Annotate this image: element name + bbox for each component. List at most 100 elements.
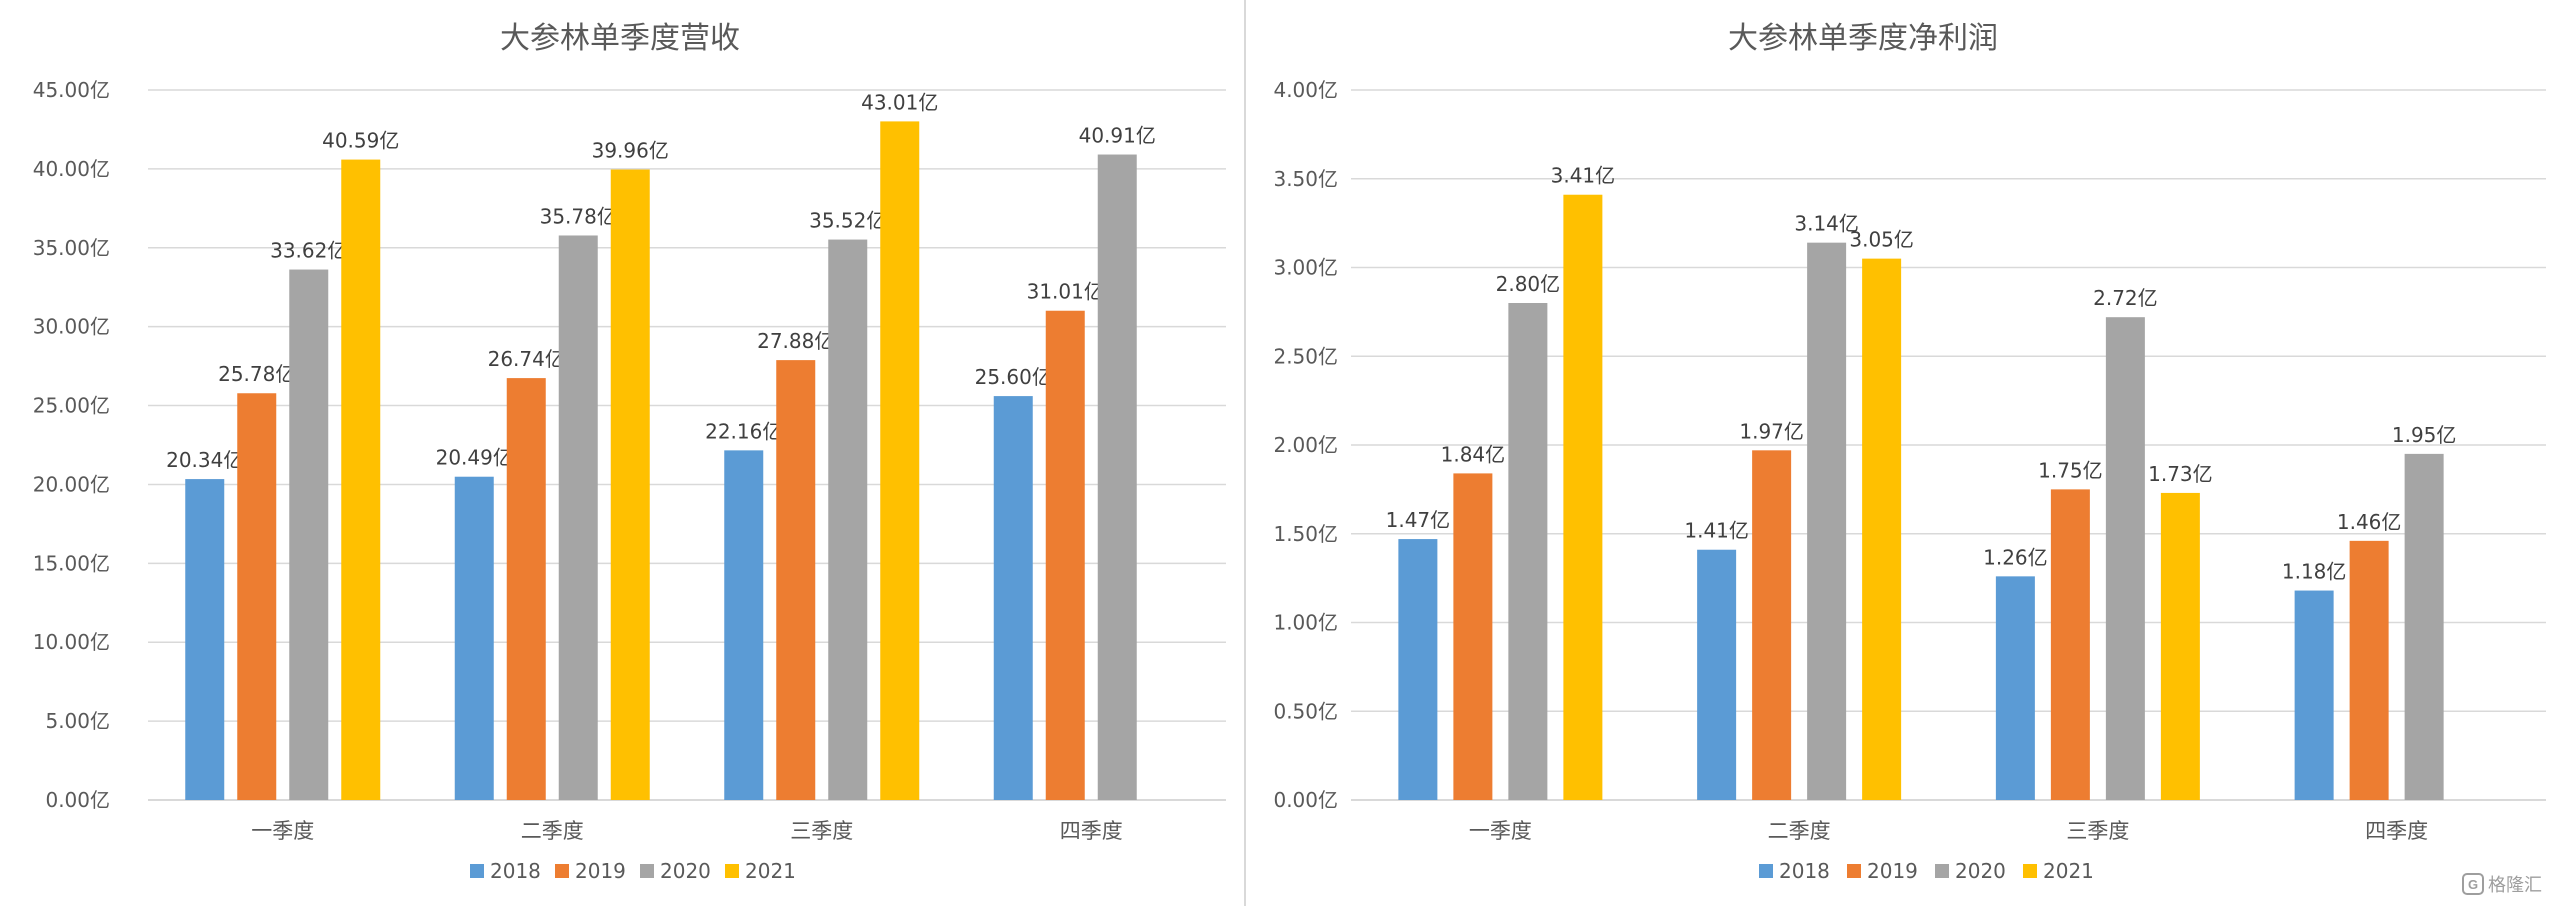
legend-label-2021: 2021 bbox=[2043, 859, 2094, 883]
data-label: 33.62亿 bbox=[270, 239, 347, 263]
watermark: G 格隆汇 bbox=[2462, 870, 2546, 898]
bar-2019-1 bbox=[1453, 473, 1493, 800]
data-label: 35.52亿 bbox=[809, 209, 886, 233]
y-tick-label: 1.50亿 bbox=[1273, 522, 1338, 546]
legend-swatch-2018 bbox=[470, 864, 484, 878]
data-label: 1.95亿 bbox=[2392, 423, 2457, 447]
legend-swatch-2018 bbox=[1759, 864, 1773, 878]
chart-title: 大参林单季度营收 bbox=[500, 21, 740, 56]
data-label: 22.16亿 bbox=[705, 419, 782, 443]
data-label: 3.41亿 bbox=[1551, 164, 1616, 188]
y-tick-label: 4.00亿 bbox=[1273, 78, 1338, 102]
data-label: 35.78亿 bbox=[540, 204, 617, 228]
y-tick-label: 35.00亿 bbox=[33, 236, 110, 260]
data-label: 26.74亿 bbox=[488, 347, 565, 371]
y-tick-label: 0.00亿 bbox=[1273, 788, 1338, 812]
bar-2018-2 bbox=[1697, 549, 1737, 800]
data-label: 39.96亿 bbox=[592, 139, 669, 163]
data-label: 1.97亿 bbox=[1739, 419, 1804, 443]
data-label: 1.41亿 bbox=[1684, 519, 1749, 543]
gelonghui-logo-icon: G bbox=[2462, 873, 2484, 895]
data-label: 2.72亿 bbox=[2093, 286, 2158, 310]
legend-label-2020: 2020 bbox=[660, 859, 711, 883]
y-tick-label: 25.00亿 bbox=[33, 394, 110, 418]
bar-2020-4 bbox=[2404, 453, 2444, 800]
legend-label-2018: 2018 bbox=[1779, 859, 1830, 883]
bar-2020-3 bbox=[2105, 317, 2145, 800]
y-tick-label: 2.00亿 bbox=[1273, 433, 1338, 457]
bar-2021-2 bbox=[610, 169, 650, 800]
bar-2020-2 bbox=[1807, 242, 1847, 800]
x-tick-label: 三季度 bbox=[790, 819, 853, 843]
data-label: 1.75亿 bbox=[2038, 458, 2103, 482]
data-label: 3.14亿 bbox=[1794, 212, 1859, 236]
data-label: 1.18亿 bbox=[2282, 560, 2347, 584]
legend-swatch-2019 bbox=[555, 864, 569, 878]
data-label: 1.84亿 bbox=[1441, 442, 1506, 466]
x-tick-label: 三季度 bbox=[2066, 819, 2129, 843]
y-tick-label: 30.00亿 bbox=[33, 315, 110, 339]
bar-2020-3 bbox=[828, 239, 868, 800]
y-tick-label: 20.00亿 bbox=[33, 472, 110, 496]
bar-2019-2 bbox=[1752, 450, 1792, 800]
y-tick-label: 5.00亿 bbox=[45, 709, 110, 733]
y-tick-label: 2.50亿 bbox=[1273, 344, 1338, 368]
bar-2021-1 bbox=[341, 159, 381, 800]
legend-swatch-2020 bbox=[1935, 864, 1949, 878]
bar-2019-3 bbox=[776, 360, 816, 800]
legend-swatch-2020 bbox=[640, 864, 654, 878]
y-tick-label: 1.00亿 bbox=[1273, 611, 1338, 635]
data-label: 20.49亿 bbox=[436, 446, 513, 470]
legend-label-2019: 2019 bbox=[575, 859, 626, 883]
panel-divider bbox=[1244, 0, 1246, 906]
x-tick-label: 一季度 bbox=[1469, 819, 1532, 843]
data-label: 27.88亿 bbox=[757, 329, 834, 353]
data-label: 1.47亿 bbox=[1386, 508, 1451, 532]
legend-label-2019: 2019 bbox=[1867, 859, 1918, 883]
data-label: 40.91亿 bbox=[1079, 124, 1156, 148]
data-label: 31.01亿 bbox=[1027, 280, 1104, 304]
bar-2020-1 bbox=[289, 269, 329, 800]
y-tick-label: 15.00亿 bbox=[33, 551, 110, 575]
legend-swatch-2019 bbox=[1847, 864, 1861, 878]
legend-swatch-2021 bbox=[725, 864, 739, 878]
revenue-chart-panel: 大参林单季度营收 0.00亿 5.00亿 10.00亿 15.00亿 20.00亿 25.0… bbox=[0, 0, 1246, 906]
bar-2019-4 bbox=[2349, 540, 2389, 800]
bar-2019-4 bbox=[1045, 310, 1085, 800]
bar-2018-3 bbox=[724, 450, 764, 800]
legend-swatch-2021 bbox=[2023, 864, 2037, 878]
bar-2020-1 bbox=[1508, 303, 1548, 800]
data-label: 25.60亿 bbox=[975, 365, 1052, 389]
bar-2020-2 bbox=[558, 235, 598, 800]
bar-2019-3 bbox=[2050, 489, 2090, 800]
y-tick-label: 3.50亿 bbox=[1273, 167, 1338, 191]
bar-2019-1 bbox=[237, 393, 277, 800]
y-tick-label: 40.00亿 bbox=[33, 157, 110, 181]
bar-2021-3 bbox=[880, 121, 920, 801]
data-label: 1.73亿 bbox=[2148, 462, 2213, 486]
data-label: 43.01亿 bbox=[861, 90, 938, 114]
bar-2018-3 bbox=[1995, 576, 2035, 800]
bar-2018-4 bbox=[993, 396, 1033, 800]
net-profit-chart: 大参林单季度净利润 0.00亿 0.50亿 1.00亿 1.50亿 2.00亿 2.50亿 3… bbox=[1273, 21, 2546, 883]
y-tick-label: 45.00亿 bbox=[33, 78, 110, 102]
x-tick-label: 二季度 bbox=[521, 819, 584, 843]
bar-2019-2 bbox=[506, 378, 546, 800]
y-tick-label: 0.50亿 bbox=[1273, 699, 1338, 723]
y-tick-label: 3.00亿 bbox=[1273, 256, 1338, 280]
legend-label-2020: 2020 bbox=[1955, 859, 2006, 883]
bar-2021-2 bbox=[1862, 258, 1902, 800]
x-tick-label: 四季度 bbox=[2365, 819, 2428, 843]
y-tick-label: 0.00亿 bbox=[45, 788, 110, 812]
x-tick-label: 二季度 bbox=[1768, 819, 1831, 843]
bar-2020-4 bbox=[1097, 154, 1137, 800]
revenue-chart: 大参林单季度营收 0.00亿 5.00亿 10.00亿 15.00亿 20.00亿 25.0… bbox=[33, 21, 1226, 883]
data-label: 25.78亿 bbox=[218, 362, 295, 386]
bar-2018-2 bbox=[454, 476, 494, 800]
data-label: 2.80亿 bbox=[1496, 272, 1561, 296]
data-label: 1.26亿 bbox=[1983, 545, 2048, 569]
y-tick-label: 10.00亿 bbox=[33, 630, 110, 654]
data-label: 3.05亿 bbox=[1849, 228, 1914, 252]
watermark-text: 格隆汇 bbox=[2488, 875, 2542, 895]
data-label: 20.34亿 bbox=[166, 448, 243, 472]
